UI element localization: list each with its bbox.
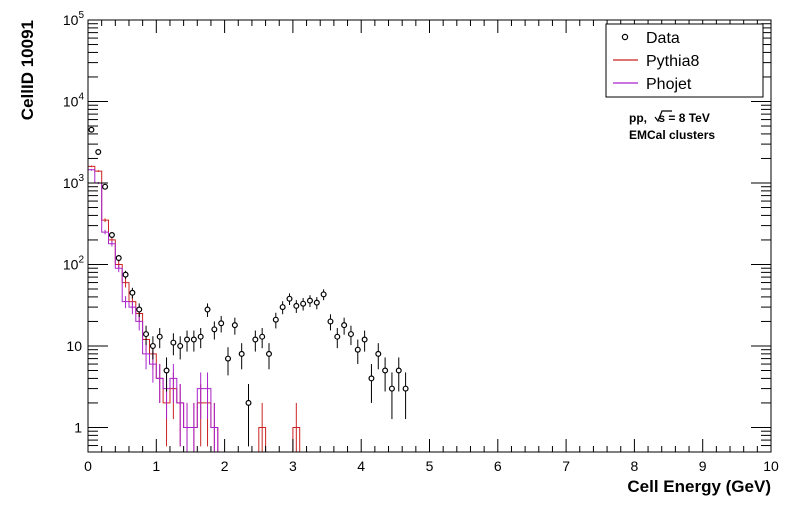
legend: Data Pythia8 Phojet	[605, 23, 764, 98]
y-tick-label: 10	[66, 338, 82, 354]
data-point	[252, 336, 259, 343]
y-tick-label: 103	[63, 173, 85, 191]
data-point	[395, 367, 402, 374]
data-points	[88, 126, 409, 447]
data-point	[245, 399, 252, 406]
data-point	[313, 299, 320, 306]
data-point	[279, 304, 286, 311]
y-tick-label: 105	[63, 10, 85, 28]
data-point	[368, 375, 375, 382]
y-tick-label: 102	[63, 254, 85, 272]
data-point	[341, 322, 348, 329]
y-tick-label: 1	[74, 419, 82, 435]
x-tick-label: 4	[357, 458, 365, 474]
y-tick-label: 104	[63, 91, 85, 109]
y-tick-base: 10	[63, 256, 79, 272]
x-tick-label: 2	[221, 458, 229, 474]
y-tick-exponent: 5	[78, 10, 84, 21]
data-point	[88, 126, 95, 133]
data-point	[231, 322, 238, 329]
annotation-sqrt-s: s	[658, 111, 665, 125]
data-point	[156, 333, 163, 340]
data-point	[218, 320, 225, 327]
data-point	[108, 232, 115, 239]
data-point	[190, 336, 197, 343]
x-tick-label: 6	[494, 458, 502, 474]
legend-entry-data: Data	[646, 30, 680, 47]
y-tick-base: 10	[63, 175, 79, 191]
data-point	[225, 355, 232, 362]
x-tick-label: 10	[763, 458, 779, 474]
x-axis-ticks	[87, 20, 772, 452]
data-point	[122, 271, 129, 278]
legend-entry-pythia8: Pythia8	[646, 53, 699, 70]
annotation-line2: EMCal clusters	[629, 128, 715, 142]
x-tick-label: 7	[562, 458, 570, 474]
legend-entry-phojet: Phojet	[646, 76, 692, 93]
data-point	[115, 255, 122, 262]
annotation-prefix: pp,	[629, 111, 650, 125]
data-point	[402, 385, 409, 392]
data-point	[300, 300, 307, 307]
annotation: pp, s = 8 TeV EMCal clusters	[629, 110, 715, 142]
data-point	[136, 306, 143, 313]
x-tick-label: 1	[152, 458, 160, 474]
x-axis-label: Cell Energy (GeV)	[627, 477, 771, 496]
data-point	[259, 333, 266, 340]
data-point	[129, 289, 136, 296]
data-point	[211, 326, 218, 333]
y-axis-label: CellID 10091	[18, 20, 37, 120]
data-point	[320, 291, 327, 298]
sqrt-symbol	[654, 110, 672, 123]
legend-data-marker	[621, 33, 629, 41]
plot-area	[87, 126, 771, 453]
data-point	[354, 346, 361, 353]
annotation-line1: pp, s = 8 TeV	[629, 111, 710, 125]
data-point	[163, 367, 170, 374]
x-tick-label: 8	[631, 458, 639, 474]
data-point	[306, 297, 313, 304]
data-point	[272, 316, 279, 323]
phojet-histogram	[87, 168, 771, 453]
data-point	[184, 336, 191, 343]
y-tick-base: 10	[63, 12, 79, 28]
data-point	[347, 331, 354, 338]
data-point	[375, 350, 382, 357]
x-tick-label: 3	[289, 458, 297, 474]
data-point	[238, 350, 245, 357]
x-tick-label: 5	[426, 458, 434, 474]
data-point	[265, 350, 272, 357]
y-axis-ticks	[88, 19, 771, 453]
data-point	[382, 367, 389, 374]
data-point	[170, 339, 177, 346]
data-point	[334, 333, 341, 340]
data-point	[293, 302, 300, 309]
y-tick-exponent: 4	[78, 91, 84, 102]
x-tick-label: 0	[84, 458, 92, 474]
data-point	[177, 342, 184, 349]
y-tick-exponent: 2	[78, 254, 84, 265]
x-axis-tick-labels: 0 1 2 3 4 5 6 7 8 9 10	[84, 458, 779, 474]
data-point	[361, 336, 368, 343]
data-point	[143, 331, 150, 338]
annotation-suffix: = 8 TeV	[665, 111, 710, 125]
data-point	[388, 385, 395, 392]
data-point	[102, 183, 109, 190]
y-tick-base: 10	[63, 93, 79, 109]
y-tick-exponent: 3	[78, 173, 84, 184]
data-point	[149, 342, 156, 349]
data-point	[95, 149, 102, 156]
x-tick-label: 9	[699, 458, 707, 474]
data-point	[286, 295, 293, 302]
data-point	[197, 333, 204, 340]
data-point	[204, 306, 211, 313]
data-point	[327, 318, 334, 325]
